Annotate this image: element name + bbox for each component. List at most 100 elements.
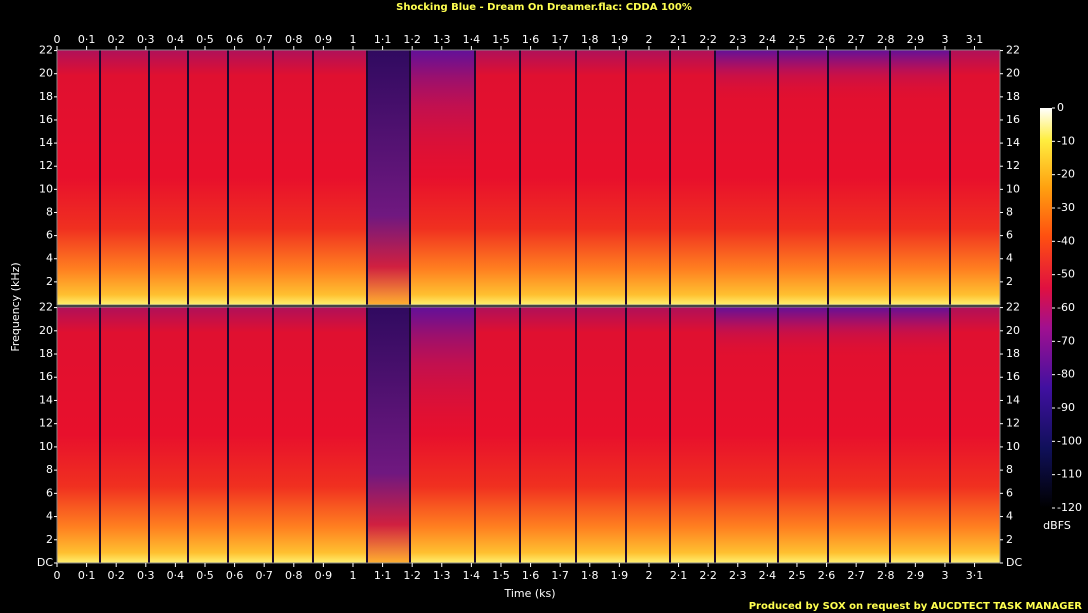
y-tick-label: 22 bbox=[1006, 44, 1020, 57]
track-gap bbox=[625, 50, 627, 305]
spectrogram-image bbox=[56, 49, 1001, 564]
x-tick-label: 2·6 bbox=[818, 33, 836, 46]
colorbar-tick-label: -20 bbox=[1057, 168, 1075, 181]
x-tick-label: 1·5 bbox=[492, 569, 510, 582]
track-gap bbox=[827, 307, 829, 563]
y-tick-label: 4 bbox=[1006, 510, 1013, 523]
x-tick-label: 2·3 bbox=[729, 33, 747, 46]
y-tick-label: DC bbox=[1006, 556, 1022, 569]
x-tick-label: 1·5 bbox=[492, 33, 510, 46]
track-gap bbox=[366, 307, 368, 563]
y-tick-label: 18 bbox=[39, 347, 53, 360]
y-tick-label: 16 bbox=[1006, 370, 1020, 383]
colorbar-tick-label: -30 bbox=[1057, 201, 1075, 214]
track-gap bbox=[227, 307, 229, 563]
quiet-track bbox=[367, 50, 410, 305]
y-tick-label: 12 bbox=[1006, 159, 1020, 172]
track-gap bbox=[714, 50, 716, 305]
y-tick-label: 4 bbox=[46, 510, 53, 523]
x-tick-label: 0·8 bbox=[285, 33, 303, 46]
x-tick-label: 1·4 bbox=[463, 33, 481, 46]
x-tick-label: 0·2 bbox=[107, 33, 125, 46]
track-gap bbox=[777, 50, 779, 305]
x-tick-label: 1·3 bbox=[433, 569, 451, 582]
x-tick-label: 2·3 bbox=[729, 569, 747, 582]
y-tick-label: 12 bbox=[39, 417, 53, 430]
x-tick-label: 1 bbox=[349, 33, 356, 46]
y-tick-label: 20 bbox=[39, 67, 53, 80]
x-tick-label: 1·7 bbox=[551, 569, 569, 582]
x-tick-label: 1·8 bbox=[581, 33, 599, 46]
y-tick-label: 14 bbox=[1006, 136, 1020, 149]
y-tick-label: 22 bbox=[39, 301, 53, 314]
y-tick-label: 12 bbox=[1006, 417, 1020, 430]
x-tick-label: 2·7 bbox=[847, 33, 865, 46]
x-tick-label: 0·5 bbox=[196, 33, 214, 46]
track-gap bbox=[827, 50, 829, 305]
y-tick-label: 18 bbox=[1006, 90, 1020, 103]
y-tick-label: 20 bbox=[1006, 67, 1020, 80]
y-tick-label: 12 bbox=[39, 159, 53, 172]
x-tick-label: 1·7 bbox=[551, 33, 569, 46]
x-tick-label: 2·6 bbox=[818, 569, 836, 582]
y-tick-label: 2 bbox=[46, 533, 53, 546]
y-tick-label: 10 bbox=[1006, 440, 1020, 453]
x-tick-label: 2·4 bbox=[759, 33, 777, 46]
y-tick-label: 14 bbox=[39, 136, 53, 149]
track-gap bbox=[312, 307, 314, 563]
x-tick-label: 2·9 bbox=[907, 33, 925, 46]
track-gap bbox=[474, 50, 476, 305]
x-tick-label: 0·3 bbox=[137, 33, 155, 46]
x-tick-label: 1·8 bbox=[581, 569, 599, 582]
y-tick-label: 6 bbox=[46, 486, 53, 499]
track-gap bbox=[474, 307, 476, 563]
x-tick-label: 1·1 bbox=[374, 33, 392, 46]
fade-track bbox=[410, 307, 475, 448]
x-tick-label: 0·8 bbox=[285, 569, 303, 582]
quiet-track bbox=[367, 307, 410, 563]
y-tick-label: DC bbox=[37, 556, 53, 569]
y-tick-label: 4 bbox=[46, 252, 53, 265]
x-tick-label: 3·1 bbox=[966, 33, 984, 46]
y-tick-label: 22 bbox=[1006, 301, 1020, 314]
track-gap bbox=[187, 307, 189, 563]
colorbar-label: dBFS bbox=[1043, 519, 1071, 532]
y-tick-label: 10 bbox=[39, 440, 53, 453]
y-tick-label: 18 bbox=[1006, 347, 1020, 360]
x-tick-label: 0·9 bbox=[315, 33, 333, 46]
x-tick-label: 0 bbox=[54, 569, 61, 582]
panel-border bbox=[56, 49, 1001, 306]
colorbar-tick-label: -10 bbox=[1057, 134, 1075, 147]
y-tick-label: 8 bbox=[1006, 463, 1013, 476]
fade-track bbox=[715, 307, 950, 359]
track-gap bbox=[272, 50, 274, 305]
x-tick-label: 0·2 bbox=[107, 569, 125, 582]
y-tick-label: 8 bbox=[46, 463, 53, 476]
track-gap bbox=[669, 307, 671, 563]
colorbar-tick-label: -70 bbox=[1057, 334, 1075, 347]
y-axis-label: Frequency (kHz) bbox=[9, 262, 22, 351]
colorbar-tick-label: -120 bbox=[1057, 501, 1082, 514]
x-tick-label: 0·6 bbox=[226, 33, 244, 46]
x-tick-label: 2 bbox=[645, 569, 652, 582]
x-tick-label: 2·8 bbox=[877, 569, 895, 582]
x-tick-label: 0 bbox=[54, 33, 61, 46]
x-tick-label: 2·9 bbox=[907, 569, 925, 582]
colorbar-tick-label: -100 bbox=[1057, 434, 1082, 447]
panel-border bbox=[56, 306, 1001, 564]
x-tick-label: 2·5 bbox=[788, 569, 806, 582]
fade-track bbox=[715, 50, 950, 101]
colorbar-tick-label: 0 bbox=[1057, 101, 1064, 114]
x-tick-label: 1·1 bbox=[374, 569, 392, 582]
y-tick-label: 4 bbox=[1006, 252, 1013, 265]
x-tick-label: 2·2 bbox=[699, 33, 717, 46]
colorbar bbox=[1040, 108, 1052, 508]
y-tick-label: 22 bbox=[39, 44, 53, 57]
y-tick-label: 2 bbox=[1006, 275, 1013, 288]
x-tick-label: 0·4 bbox=[167, 569, 185, 582]
y-tick-label: 6 bbox=[1006, 486, 1013, 499]
y-tick-label: 8 bbox=[46, 205, 53, 218]
x-tick-label: 0·4 bbox=[167, 33, 185, 46]
